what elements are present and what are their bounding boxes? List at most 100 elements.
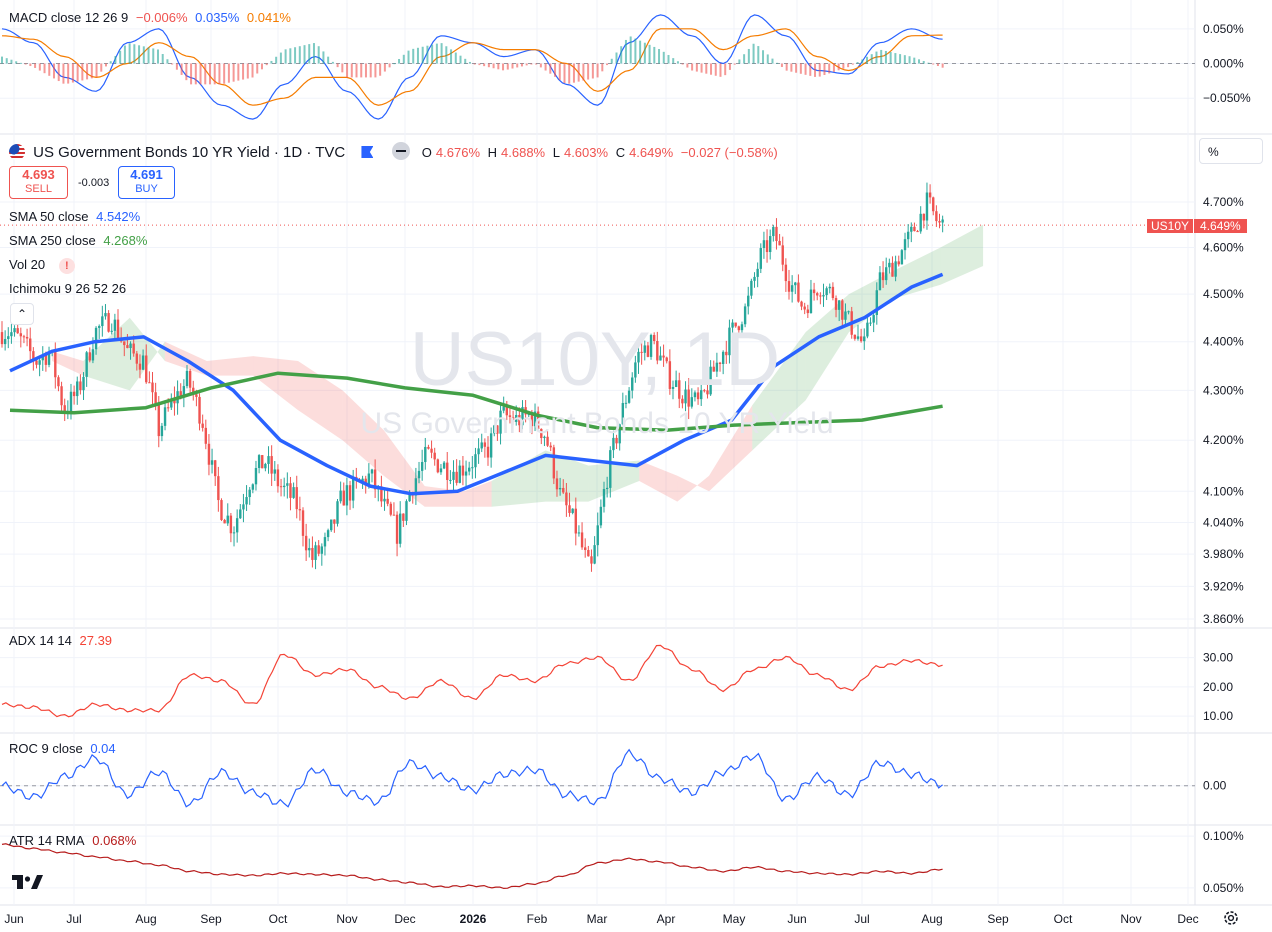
macd-histogram-bar (653, 46, 656, 64)
price-candle (351, 476, 355, 501)
macd-histogram-bar (355, 63, 358, 78)
macd-histogram-bar (558, 63, 561, 80)
ichimoku-legend[interactable]: Ichimoku 9 26 52 26 (9, 281, 130, 296)
price-candle (549, 445, 552, 448)
gear-icon[interactable] (1222, 909, 1240, 927)
price-candle (32, 351, 35, 361)
symbol-header[interactable]: US Government Bonds 10 YR Yield · 1D · T… (9, 142, 786, 161)
price-candle (775, 226, 778, 241)
indicator-lines (1, 14, 944, 890)
price-candle (60, 386, 63, 406)
adx-tick-label: 20.00 (1203, 680, 1233, 694)
price-candle (875, 290, 878, 316)
macd-histogram-bar (208, 63, 211, 85)
macd-histogram-bar (899, 54, 902, 64)
price-candle (612, 437, 615, 451)
price-candle (621, 403, 625, 425)
price-candle (756, 268, 759, 277)
macd-histogram-bar (728, 63, 731, 70)
price-candle (580, 532, 584, 548)
macd-histogram-bar (407, 50, 410, 64)
price-candle (467, 467, 471, 472)
macd-histogram-bar (629, 36, 632, 64)
macd-histogram-bar (166, 59, 169, 64)
macd-histogram-bar (440, 43, 443, 64)
price-candle (226, 515, 229, 524)
price-candle (82, 376, 85, 391)
macd-histogram-bar (918, 59, 921, 64)
price-candle (276, 469, 280, 487)
atr-legend[interactable]: ATR 14 RMA 0.068% (9, 833, 140, 848)
price-candle (198, 396, 201, 424)
price-candle (806, 309, 810, 314)
macd-histogram-bar (256, 63, 259, 74)
macd-histogram-bar (648, 44, 651, 64)
macd-histogram-bar (705, 63, 708, 74)
price-candle (320, 546, 324, 554)
macd-histogram-bar (875, 51, 878, 64)
price-candle (220, 500, 223, 520)
macd-histogram-bar (478, 63, 481, 66)
macd-histogram-bar (842, 63, 845, 69)
price-candle (282, 485, 286, 488)
eye-off-icon[interactable] (391, 142, 410, 160)
macd-histogram-bar (587, 63, 590, 80)
macd-histogram-bar (922, 60, 925, 64)
price-candle (270, 456, 273, 474)
price-candle (558, 487, 562, 490)
price-tick-label: 3.860% (1203, 612, 1244, 626)
roc-line (1, 748, 943, 808)
macd-histogram-bar (331, 61, 334, 64)
macd-histogram-bar (237, 63, 240, 81)
price-candle (841, 300, 844, 320)
price-tick-label: 4.500% (1203, 287, 1244, 301)
macd-histogram-bar (908, 56, 911, 64)
vol-legend[interactable]: Vol 20 ! (9, 257, 79, 274)
macd-histogram-bar (34, 63, 37, 68)
macd-histogram-bar (936, 63, 939, 67)
macd-histogram-bar (218, 63, 221, 85)
macd-histogram-bar (468, 61, 471, 64)
price-candle (308, 547, 311, 551)
price-candle (188, 370, 192, 388)
price-candle (57, 377, 60, 387)
tradingview-logo-icon[interactable] (12, 875, 44, 891)
macd-legend[interactable]: MACD close 12 26 9 −0.006% 0.035% 0.041% (9, 10, 295, 25)
macd-histogram-bar (927, 62, 930, 64)
buy-label: BUY (135, 183, 158, 195)
price-candle (530, 414, 534, 427)
price-candle (571, 508, 574, 513)
macd-histogram-bar (190, 63, 193, 85)
price-candle (646, 345, 650, 357)
sma50-legend[interactable]: SMA 50 close 4.542% (9, 209, 144, 224)
date-tick-label: Aug (135, 912, 156, 926)
price-candle (759, 248, 762, 269)
price-candle (151, 382, 154, 393)
macd-histogram-bar (889, 52, 892, 64)
sma250-legend[interactable]: SMA 250 close 4.268% (9, 233, 151, 248)
macd-histogram-bar (733, 63, 736, 65)
buy-button[interactable]: 4.691 BUY (118, 166, 175, 199)
roc-value: 0.04 (90, 741, 116, 756)
macd-histogram-bar (676, 61, 679, 64)
unit-selector[interactable]: % (1199, 138, 1263, 164)
chevron-up-icon[interactable]: ⌃ (10, 303, 34, 325)
date-tick-label: 2026 (460, 912, 487, 926)
price-candle (123, 341, 126, 346)
macd-histogram-bar (416, 47, 419, 64)
watermark-name: US Government Bonds 10 YR Yield (360, 407, 833, 440)
macd-histogram-bar (771, 58, 774, 64)
macd-histogram-bar (615, 52, 618, 64)
warning-icon[interactable]: ! (58, 258, 75, 274)
price-candle (881, 272, 885, 281)
macd-histogram-bar (752, 43, 755, 64)
sell-button[interactable]: 4.693 SELL (9, 166, 68, 199)
adx-legend[interactable]: ADX 14 14 27.39 (9, 633, 116, 648)
price-candle (298, 509, 302, 511)
price-candle (938, 221, 941, 223)
macd-histogram-bar (520, 63, 523, 67)
flag-bookmark-icon[interactable] (361, 146, 374, 158)
price-candle (311, 547, 314, 560)
roc-legend[interactable]: ROC 9 close 0.04 (9, 741, 120, 756)
